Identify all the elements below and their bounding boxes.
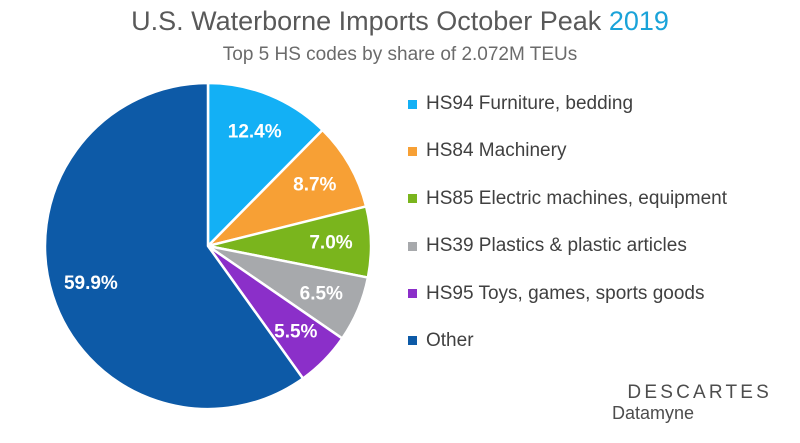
legend-swatch — [408, 336, 417, 346]
legend-label: HS39 Plastics & plastic articles — [426, 235, 687, 257]
legend-label: Other — [426, 329, 474, 351]
chart-title-text: U.S. Waterborne Imports October Peak — [131, 6, 602, 36]
legend-swatch — [408, 99, 417, 109]
legend-swatch — [408, 241, 417, 251]
legend-item-4: HS95 Toys, games, sports goods — [408, 282, 727, 306]
chart-subtitle: Top 5 HS codes by share of 2.072M TEUs — [222, 44, 578, 65]
pie-data-label-3: 6.5% — [300, 283, 343, 304]
legend-item-0: HS94 Furniture, bedding — [408, 92, 727, 116]
chart-title: U.S. Waterborne Imports October Peak 201… — [0, 6, 800, 37]
legend-label: HS95 Toys, games, sports goods — [426, 282, 705, 304]
chart-title-year: 2019 — [608, 6, 669, 36]
pie-slice-1 — [206, 128, 368, 248]
legend-item-5: Other — [408, 329, 727, 353]
pie-data-label-2: 7.0% — [309, 232, 352, 253]
legend-item-2: HS85 Electric machines, equipment — [408, 187, 727, 211]
logo-brand: DESCARTES — [627, 382, 772, 403]
pie-slice-0 — [206, 81, 324, 248]
pie-data-label-0: 12.4% — [228, 122, 282, 143]
legend-label: HS84 Machinery — [426, 140, 567, 162]
legend-label: HS85 Electric machines, equipment — [426, 187, 727, 209]
legend-label: HS94 Furniture, bedding — [426, 93, 634, 114]
legend-swatch — [408, 289, 417, 299]
legend-swatch — [408, 194, 417, 204]
legend-swatch — [408, 146, 417, 156]
legend-item-1: HS84 Machinery — [408, 139, 727, 163]
pie-slice-5 — [43, 81, 305, 411]
pie-data-label-4: 5.5% — [274, 322, 317, 343]
legend-item-3: HS39 Plastics & plastic articles — [408, 234, 727, 258]
logo-sub: Datamyne — [612, 403, 695, 423]
pie-data-label-1: 8.7% — [293, 175, 336, 196]
chart-legend: HS94 Furniture, bedding HS84 Machinery HS8… — [408, 92, 727, 376]
descartes-datamyne-logo: DESCARTES Datamyne — [612, 382, 772, 424]
pie-data-label-5: 59.9% — [64, 273, 118, 294]
